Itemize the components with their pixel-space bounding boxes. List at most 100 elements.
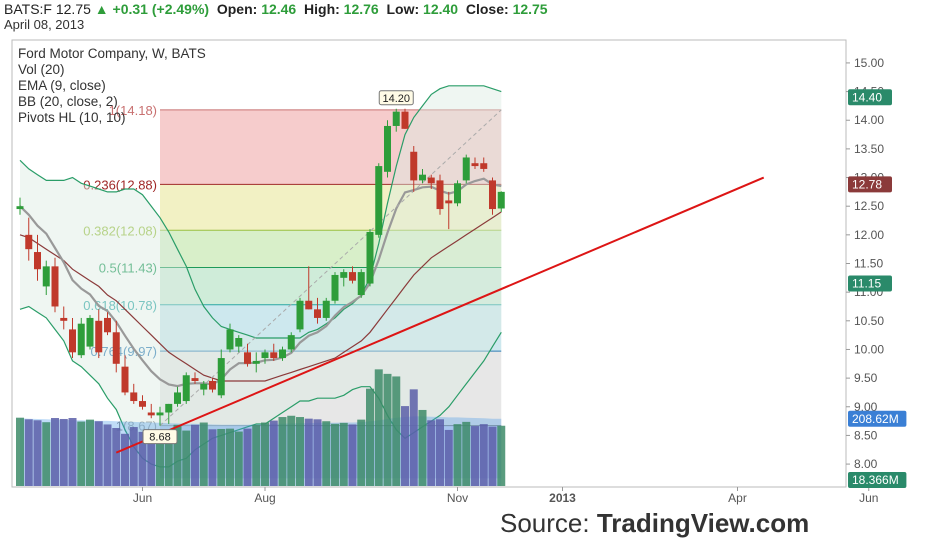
volume-bar xyxy=(51,418,59,486)
fib-dashed-line xyxy=(159,109,502,427)
volume-bar xyxy=(121,433,129,486)
volume-bar xyxy=(366,388,374,486)
candle-body xyxy=(392,111,400,126)
candle-body xyxy=(366,231,374,284)
volume-bar xyxy=(112,428,121,486)
pivot-label-box xyxy=(378,90,414,106)
candle-body xyxy=(305,300,313,310)
candle-body xyxy=(375,166,383,235)
volume-bar xyxy=(331,423,339,486)
y-tick-label: 8.00 xyxy=(854,457,878,471)
x-tick-label: Nov xyxy=(447,491,468,505)
candle-body xyxy=(349,272,356,281)
price-tag-0 xyxy=(848,89,892,106)
candle-body xyxy=(165,403,173,413)
candle-body xyxy=(261,352,269,359)
bollinger-mid xyxy=(19,211,502,382)
pivot-label-text: 8.68 xyxy=(149,432,170,444)
volume-bar xyxy=(199,422,208,486)
volume-bar xyxy=(339,422,348,486)
candle-body xyxy=(436,180,444,210)
candle-body xyxy=(226,329,234,350)
candle-body xyxy=(86,317,94,347)
volume-bar xyxy=(401,406,409,486)
y-tick-label: 12.50 xyxy=(854,199,884,213)
candle-body xyxy=(200,383,208,390)
volume-bar xyxy=(156,437,164,486)
volume-bar xyxy=(182,430,191,486)
volume-bar xyxy=(77,421,86,486)
change: +0.31 (+2.49%) xyxy=(112,1,210,17)
volume-bar xyxy=(59,418,68,486)
volume-bar xyxy=(243,428,252,486)
volume-bar xyxy=(409,389,418,486)
volume-bar xyxy=(217,428,226,486)
volume-bar xyxy=(173,424,182,486)
x-tick-label: Jun xyxy=(133,491,152,505)
candle-body xyxy=(191,378,199,381)
candle-body xyxy=(480,163,488,169)
fib-band-3 xyxy=(160,267,502,305)
candle-body xyxy=(445,200,453,204)
low-value: 12.40 xyxy=(423,1,459,17)
volume-bar xyxy=(374,369,383,486)
date: April 08, 2013 xyxy=(4,17,85,32)
pivot-label-box xyxy=(142,429,178,445)
volume-bar xyxy=(462,421,471,486)
candle-body xyxy=(235,338,243,347)
volume-bar xyxy=(322,421,331,486)
candle-body xyxy=(174,392,181,404)
candle-body xyxy=(156,412,164,416)
open-value: 12.46 xyxy=(261,1,297,17)
volume-bar xyxy=(33,420,42,486)
volume-bar xyxy=(68,418,77,486)
volume-bar xyxy=(269,420,278,486)
bollinger-upper xyxy=(19,85,502,339)
fib-label-5: 0.764(9.97) xyxy=(91,344,158,359)
candle-body xyxy=(244,352,251,364)
x-tick-label: Aug xyxy=(254,491,275,505)
volume-bar xyxy=(296,417,304,486)
y-tick-label: 10.00 xyxy=(854,342,884,356)
volume-bar xyxy=(497,425,506,486)
y-tick-label: 8.50 xyxy=(854,428,878,442)
price-tag-text-0: 14.40 xyxy=(852,90,882,104)
volume-bar xyxy=(348,424,357,486)
volume-bar xyxy=(453,424,462,486)
volume-bar xyxy=(287,415,296,486)
price-tag-2 xyxy=(848,275,892,292)
open-label: Open: xyxy=(216,1,258,17)
volume-bar xyxy=(94,421,103,486)
candle-body xyxy=(287,335,295,350)
volume-bar xyxy=(226,428,234,486)
close-label: Close: xyxy=(465,1,509,17)
candle-body xyxy=(489,180,496,210)
candle-body xyxy=(462,157,470,181)
x-tick-label: Jun xyxy=(859,491,878,505)
candle-body xyxy=(104,317,111,333)
up-triangle-icon: ▲ xyxy=(94,1,109,17)
high-label: High: xyxy=(304,1,340,17)
candle-body xyxy=(279,349,286,359)
candle-body xyxy=(130,392,138,402)
fib-label-3: 0.5(11.43) xyxy=(99,261,157,276)
candle-body xyxy=(331,274,339,301)
volume-bar xyxy=(444,429,453,486)
candle-body xyxy=(121,366,129,393)
legend-line-3: BB (20, close, 2) xyxy=(18,94,118,109)
price-tag-text-2: 11.15 xyxy=(852,277,881,291)
symbol: BATS:F xyxy=(4,1,52,17)
y-tick-label: 10.50 xyxy=(854,314,884,328)
legend-line-2: EMA (9, close) xyxy=(18,78,106,93)
legend-line-0: Ford Motor Company, W, BATS xyxy=(18,46,206,61)
y-tick-label: 9.00 xyxy=(854,400,878,414)
x-tick-label: Apr xyxy=(728,491,747,505)
candle-body xyxy=(182,375,190,402)
x-tick-label: 2013 xyxy=(549,491,576,505)
volume-bar xyxy=(261,422,269,486)
volume-bar xyxy=(103,424,112,486)
candle-body xyxy=(340,272,348,278)
close-value: 12.75 xyxy=(512,1,548,17)
volume-bar xyxy=(147,435,156,486)
